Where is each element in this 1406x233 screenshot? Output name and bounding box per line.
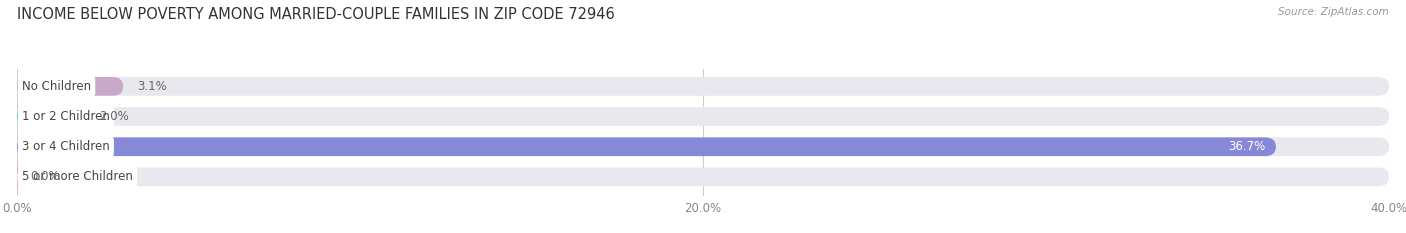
Text: 3 or 4 Children: 3 or 4 Children: [22, 140, 110, 153]
FancyBboxPatch shape: [6, 168, 28, 186]
Text: 5 or more Children: 5 or more Children: [22, 170, 134, 183]
FancyBboxPatch shape: [17, 107, 1389, 126]
Text: 3.1%: 3.1%: [136, 80, 167, 93]
FancyBboxPatch shape: [17, 77, 1389, 96]
FancyBboxPatch shape: [17, 137, 1389, 156]
Text: 2.0%: 2.0%: [100, 110, 129, 123]
Text: 36.7%: 36.7%: [1229, 140, 1265, 153]
FancyBboxPatch shape: [17, 168, 1389, 186]
Text: INCOME BELOW POVERTY AMONG MARRIED-COUPLE FAMILIES IN ZIP CODE 72946: INCOME BELOW POVERTY AMONG MARRIED-COUPL…: [17, 7, 614, 22]
FancyBboxPatch shape: [17, 137, 1275, 156]
Text: Source: ZipAtlas.com: Source: ZipAtlas.com: [1278, 7, 1389, 17]
Text: 1 or 2 Children: 1 or 2 Children: [22, 110, 110, 123]
FancyBboxPatch shape: [17, 77, 124, 96]
Text: No Children: No Children: [22, 80, 91, 93]
FancyBboxPatch shape: [17, 107, 86, 126]
Text: 0.0%: 0.0%: [31, 170, 60, 183]
